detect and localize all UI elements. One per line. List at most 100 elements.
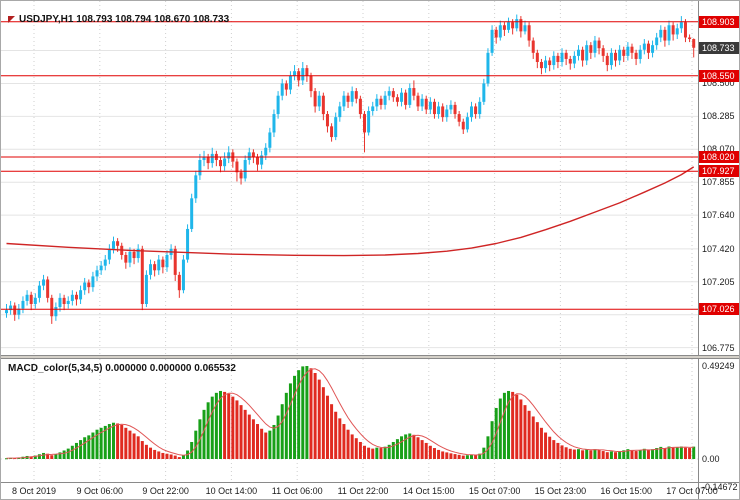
macd-histogram-bar [330,404,334,459]
candle-body [552,55,556,66]
macd-histogram-bar [667,446,671,459]
candle-body [560,52,564,63]
candle-body [465,117,469,130]
candle-body [358,98,362,115]
macd-histogram-bar [301,366,305,459]
candle-body [280,83,284,96]
candle-body [642,43,646,50]
time-axis-label[interactable]: 16 Oct 15:00 [600,486,652,496]
macd-histogram-bar [358,441,362,459]
candle-body [453,104,457,115]
candle-body [461,121,465,130]
candle-body [692,39,696,48]
candle-body [317,95,321,107]
candle-body [539,62,543,69]
candle-body [494,29,498,38]
macd-histogram-bar [609,451,613,459]
macd-histogram-bar [404,434,408,459]
time-axis-label[interactable]: 14 Oct 15:00 [403,486,455,496]
macd-histogram-bar [449,453,453,459]
candle-body [581,49,585,61]
time-axis-label[interactable]: 8 Oct 2019 [11,486,57,496]
time-axis-label[interactable]: 10 Oct 14:00 [205,486,258,496]
macd-histogram-bar [564,447,568,459]
price-chart-canvas[interactable] [1,1,740,356]
time-axis-label[interactable]: 15 Oct 07:00 [468,486,521,496]
candle-body [593,40,597,53]
macd-histogram-bar [395,439,399,459]
candle-body [638,49,642,59]
candle-body [544,60,548,69]
candle-body [523,25,527,32]
macd-histogram-bar [437,449,441,459]
candle-body [116,241,120,246]
candle-body [675,28,679,35]
candle-body [482,83,486,102]
candle-body [293,71,297,76]
candle-body [124,254,128,263]
macd-histogram-bar [383,446,387,459]
time-axis-label[interactable]: 9 Oct 22:00 [142,486,189,496]
candle-body [683,22,687,38]
candle-body [218,160,222,167]
candle-body [264,147,268,156]
macd-histogram-bar [91,432,95,459]
macd-histogram-bar [424,442,428,459]
candle-body [432,101,436,115]
candle-body [519,19,523,32]
candle-body [321,95,325,115]
candle-body [29,294,33,304]
macd-histogram-bar [62,450,66,459]
macd-histogram-bar [354,438,358,459]
candle-body [424,98,428,110]
macd-current-values: 0.000000 0.000000 0.065532 [105,363,236,374]
candle-body [498,25,502,38]
candle-body [428,101,432,110]
candle-body [235,161,239,173]
candle-body [367,111,371,133]
candle-body [83,282,87,291]
time-axis-label[interactable]: 15 Oct 23:00 [534,486,587,496]
panel-separator[interactable] [1,355,739,359]
candle-body [62,297,66,304]
macd-histogram-bar [363,445,367,459]
macd-histogram-bar [251,419,255,459]
moving-average-line[interactable] [6,166,695,257]
macd-histogram-bar [568,448,572,459]
candle-body [17,308,21,315]
macd-histogram-bar [288,383,292,459]
macd-histogram-bar [190,441,194,459]
macd-histogram-bar [128,430,132,459]
candle-body [5,310,8,314]
macd-histogram-bar [576,449,580,459]
candle-body [305,68,309,76]
macd-histogram-bar [83,437,87,459]
macd-histogram-bar [593,449,597,459]
candle-body [486,52,490,84]
candle-body [490,29,494,53]
candle-body [107,248,111,260]
candle-body [206,156,210,164]
time-axis-label[interactable]: 11 Oct 06:00 [271,486,323,496]
macd-panel-canvas[interactable] [1,359,740,482]
candle-body [408,88,412,105]
price-axis-column[interactable] [698,1,739,499]
candle-body [153,264,157,271]
macd-histogram-bar [140,441,144,459]
candle-body [568,58,572,64]
macd-histogram-bar [29,456,33,459]
macd-histogram-bar [457,454,461,459]
candle-body [449,104,453,110]
macd-histogram-bar [74,442,78,459]
candle-body [400,92,404,102]
candle-body [597,40,601,49]
time-axis-label[interactable]: 9 Oct 06:00 [76,486,124,496]
macd-histogram-bar [605,452,609,459]
macd-histogram-bar [202,409,206,459]
macd-histogram-bar [149,447,153,459]
macd-histogram-bar [626,449,630,459]
macd-histogram-bar [120,424,124,459]
time-axis-label[interactable]: 11 Oct 22:00 [337,486,389,496]
macd-histogram-bar [268,430,272,459]
candle-body [346,95,350,102]
